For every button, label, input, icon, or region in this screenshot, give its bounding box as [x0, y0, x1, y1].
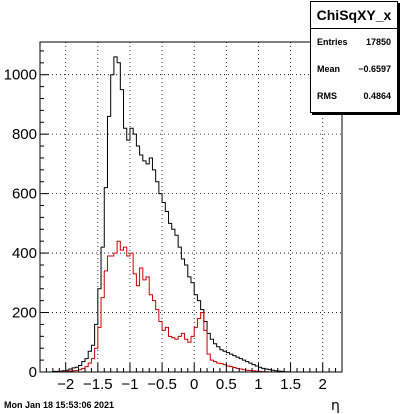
histogram-line-1: [40, 240, 342, 373]
x-tick-label: −1.5: [83, 376, 113, 393]
x-tick-label: −0.5: [147, 376, 177, 393]
stats-row-rms: RMS 0.4864: [311, 83, 397, 110]
x-tick-label: 1: [254, 376, 262, 393]
y-tick-label: 200: [12, 305, 37, 322]
x-tick-label: 0.5: [216, 376, 237, 393]
stats-box: ChiSqXY_x Entries 17850 Mean −0.6597 RMS…: [310, 1, 398, 113]
stats-value: −0.6597: [358, 64, 391, 74]
stats-label: Mean: [317, 64, 341, 74]
grid-lines: [40, 42, 342, 372]
x-tick-label: 2: [319, 376, 327, 393]
y-tick-label: 400: [12, 245, 37, 262]
stats-row-entries: Entries 17850: [311, 29, 397, 56]
x-tick-label: −2: [57, 376, 74, 393]
stats-value: 17850: [365, 37, 391, 47]
x-tick-label: −1: [121, 376, 138, 393]
x-axis-ticks: −2 −1.5 −1 −0.5 0 0.5 1 1.5 2: [45, 363, 337, 393]
plot-frame: [39, 41, 343, 373]
y-tick-label: 1000: [4, 67, 37, 84]
y-tick-label: 800: [12, 126, 37, 143]
x-tick-label: 1.5: [280, 376, 301, 393]
timestamp: Mon Jan 18 15:53:06 2021: [4, 400, 115, 410]
y-tick-label: 600: [12, 186, 37, 203]
stats-label: Entries: [317, 37, 348, 47]
stats-label: RMS: [317, 91, 337, 101]
x-tick-label: 0: [190, 376, 198, 393]
stats-value: 0.4864: [363, 91, 391, 101]
stats-title: ChiSqXY_x: [311, 2, 397, 29]
stats-row-mean: Mean −0.6597: [311, 56, 397, 83]
y-tick-label: 0: [29, 364, 37, 381]
x-axis-title: η: [331, 398, 340, 414]
histogram-series: [40, 56, 342, 373]
y-axis-ticks: 0 200 400 600 800 1000: [4, 50, 49, 381]
histogram-line-0: [40, 56, 342, 373]
